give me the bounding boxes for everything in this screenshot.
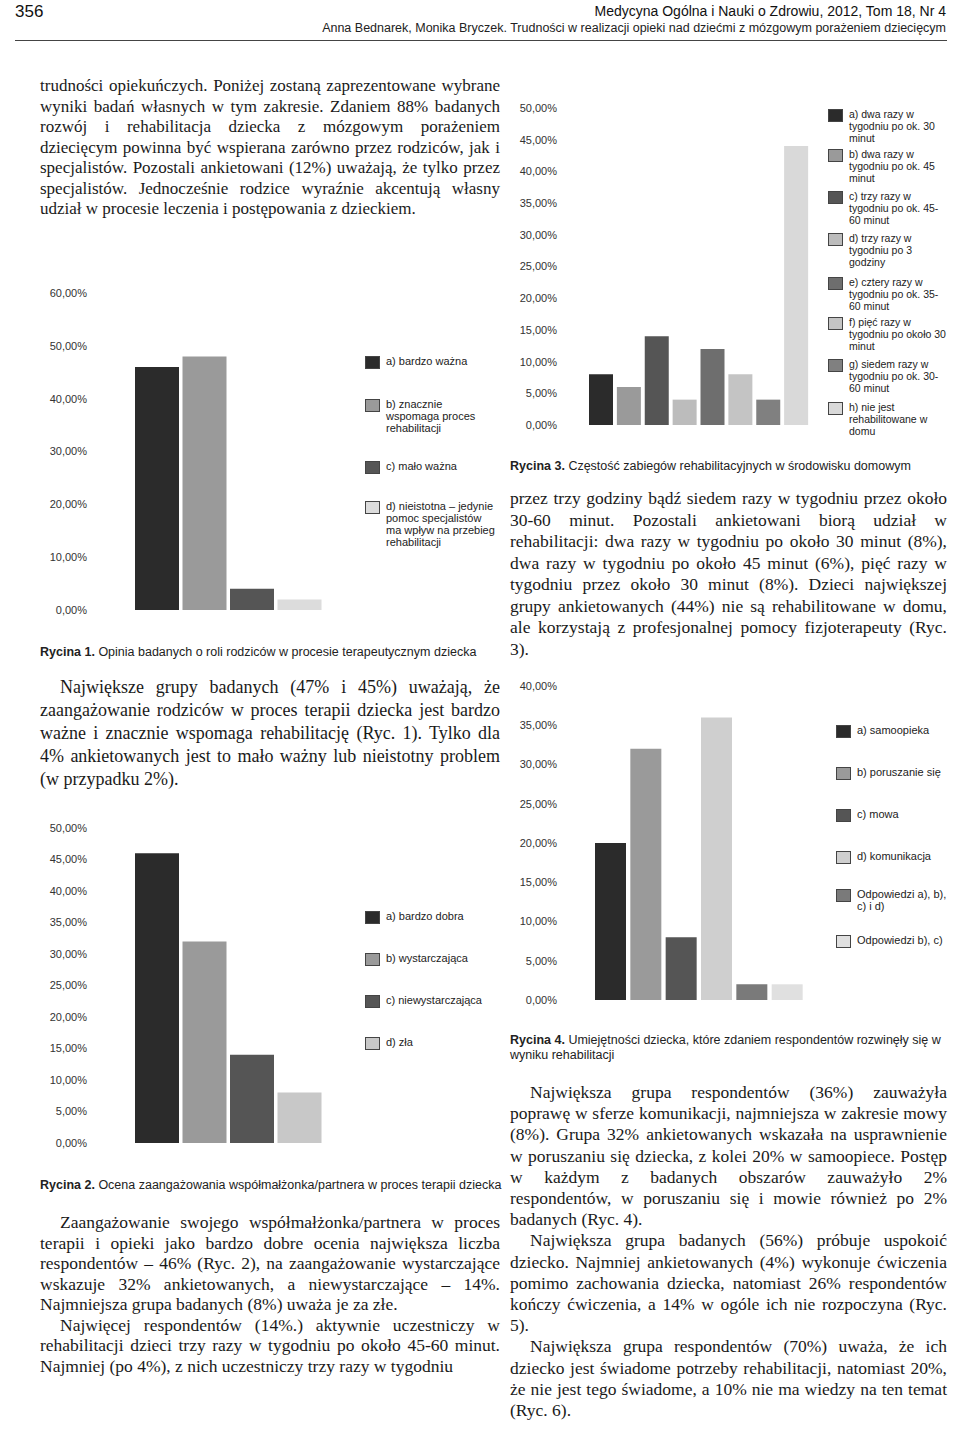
html-text:a) dwa razy w tygodniu po ok.: a) dwa razy w tygodniu po ok. 30 minut [849,108,935,144]
svg-text:40,00%: 40,00% [50,885,88,897]
html-text:Największa grupa respondentów: Największa grupa respondentów (70%) uważ… [510,1336,947,1420]
html-text:g) siedem razy w tygodniu po o: g) siedem razy w tygodniu po ok. 30-60 m… [849,358,939,394]
html-text:Największa grupa badanych (56%: Największa grupa badanych (56%) próbuje … [510,1230,947,1336]
svg-text:5,00%: 5,00% [56,1105,87,1117]
svg-text:25,00%: 25,00% [50,979,88,991]
svg-text:10,00%: 10,00% [50,551,88,563]
html-text:Najwięcej respondentów (14%.): Najwięcej respondentów (14%.) aktywnie u… [40,1314,500,1376]
svg-text:30,00%: 30,00% [520,229,558,241]
svg-text:20,00%: 20,00% [50,1011,88,1023]
html-text:356: 356 [15,2,44,21]
svg-text:30,00%: 30,00% [50,948,88,960]
svg-text:40,00%: 40,00% [520,165,558,177]
svg-text:50,00%: 50,00% [520,102,558,114]
svg-text:0,00%: 0,00% [526,994,557,1006]
html-text:Rycina 1. Opinia badanych o ro: Rycina 1. Opinia badanych o roli rodzicó… [40,645,477,659]
svg-text:45,00%: 45,00% [520,134,558,146]
html-text:b) znacznie wspomaga proces re: b) znacznie wspomaga proces rehabilitacj… [386,398,476,434]
html-text:d) trzy razy w tygodniu po 3 g: d) trzy razy w tygodniu po 3 godziny [849,232,913,268]
html-text:a) bardzo ważna: a) bardzo ważna [386,355,468,367]
svg-text:25,00%: 25,00% [520,798,558,810]
svg-text:15,00%: 15,00% [50,1042,88,1054]
svg-text:5,00%: 5,00% [526,387,557,399]
svg-text:0,00%: 0,00% [56,1137,87,1149]
svg-text:15,00%: 15,00% [520,324,558,336]
html-text:Rycina 4. Umiejętności dziecka: Rycina 4. Umiejętności dziecka, które zd… [510,1033,941,1062]
html-text:Zaangażowanie swojego współmał: Zaangażowanie swojego współmałżonka/part… [40,1212,500,1314]
svg-text:40,00%: 40,00% [520,680,558,692]
svg-text:30,00%: 30,00% [520,758,558,770]
svg-text:20,00%: 20,00% [520,837,558,849]
html-text:Największe grupy badanych (47%: Największe grupy badanych (47% i 45%) uw… [40,677,500,789]
html-text:b) dwa razy w tygodniu po ok.: b) dwa razy w tygodniu po ok. 45 minut [849,148,935,184]
svg-text:50,00%: 50,00% [50,340,88,352]
html-text:d) komunikacja: d) komunikacja [857,850,931,862]
html-text:Odpowiedzi b), c): Odpowiedzi b), c) [857,934,943,946]
html-text:Największa grupa respondentów: Największa grupa respondentów (36%) zauw… [510,1082,947,1230]
svg-text:0,00%: 0,00% [56,604,87,616]
html-text:Rycina 2. Ocena zaangażowania: Rycina 2. Ocena zaangażowania współmałżo… [40,1178,502,1192]
html-text:a) bardzo dobra: a) bardzo dobra [386,910,464,922]
svg-text:15,00%: 15,00% [520,876,558,888]
svg-text:5,00%: 5,00% [526,955,557,967]
html-text:b) poruszanie się: b) poruszanie się [857,766,941,778]
html-text:h) nie jest rehabilitowane w d: h) nie jest rehabilitowane w domu [849,401,928,437]
svg-text:30,00%: 30,00% [50,445,88,457]
svg-text:20,00%: 20,00% [50,498,88,510]
html-text:e) cztery razy w tygodniu po o: e) cztery razy w tygodniu po ok. 35-60 m… [849,276,939,312]
html-text:c) mowa: c) mowa [857,808,899,820]
svg-text:10,00%: 10,00% [520,915,558,927]
svg-text:35,00%: 35,00% [520,719,558,731]
svg-text:25,00%: 25,00% [520,260,558,272]
html-text:c) trzy razy w tygodniu po ok.: c) trzy razy w tygodniu po ok. 45-60 min… [849,190,939,226]
svg-text:45,00%: 45,00% [50,853,88,865]
html-text:b) wystarczająca: b) wystarczająca [386,952,468,964]
svg-text:10,00%: 10,00% [520,356,558,368]
svg-text:20,00%: 20,00% [520,292,558,304]
html-text:Anna Bednarek, Monika Bryczek.: Anna Bednarek, Monika Bryczek. Trudności… [322,21,946,35]
html-text:trudności opiekuńczych. Poniże: trudności opiekuńczych. Poniżej zostaną … [40,76,500,218]
html-text:Medycyna Ogólna i Nauki o Zdro: Medycyna Ogólna i Nauki o Zdrowiu, 2012,… [594,3,946,19]
html-text:c) niewystarczająca: c) niewystarczająca [386,994,482,1006]
html-text:Rycina 3. Częstość zabiegów re: Rycina 3. Częstość zabiegów rehabilitacy… [510,459,911,473]
svg-text:40,00%: 40,00% [50,393,88,405]
svg-text:35,00%: 35,00% [520,197,558,209]
html-text:c) mało ważna: c) mało ważna [386,460,457,472]
svg-text:10,00%: 10,00% [50,1074,88,1086]
svg-text:35,00%: 35,00% [50,916,88,928]
svg-text:60,00%: 60,00% [50,287,88,299]
svg-text:50,00%: 50,00% [50,822,88,834]
html-text:przez trzy godziny bądź siedem: przez trzy godziny bądź siedem razy w ty… [510,488,947,659]
html-text:f) pięć razy w tygodniu po oko: f) pięć razy w tygodniu po około 30 minu… [849,316,946,352]
html-text:d) zła: d) zła [386,1036,413,1048]
svg-text:0,00%: 0,00% [526,419,557,431]
html-text:Odpowiedzi a), b), c) i d): Odpowiedzi a), b), c) i d) [857,888,947,912]
html-text:d) nieistotna – jedynie pomoc: d) nieistotna – jedynie pomoc specjalist… [386,500,495,548]
html-text:a) samoopieka: a) samoopieka [857,724,930,736]
